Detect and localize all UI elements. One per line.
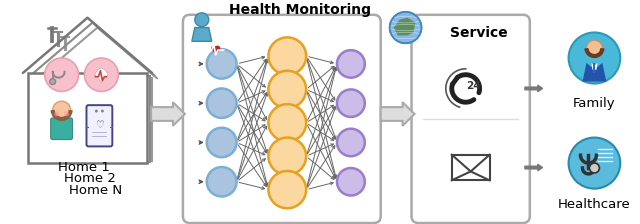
FancyBboxPatch shape (412, 15, 530, 223)
FancyArrow shape (525, 85, 543, 92)
FancyBboxPatch shape (86, 105, 113, 146)
Text: Service: Service (450, 26, 508, 40)
Text: Home 1: Home 1 (58, 161, 109, 174)
Polygon shape (394, 18, 415, 35)
Polygon shape (192, 28, 212, 41)
Polygon shape (591, 63, 597, 70)
Polygon shape (212, 46, 220, 53)
Circle shape (207, 128, 237, 157)
Circle shape (568, 138, 620, 189)
Text: Home 2: Home 2 (63, 172, 115, 185)
Circle shape (337, 129, 365, 156)
Circle shape (586, 40, 602, 56)
Circle shape (337, 50, 365, 78)
Circle shape (268, 104, 306, 142)
Text: ♡: ♡ (95, 120, 104, 130)
Circle shape (390, 12, 422, 43)
Text: Family: Family (573, 97, 616, 110)
Bar (28, 73, 147, 163)
Circle shape (64, 112, 69, 116)
Text: 24: 24 (467, 82, 481, 91)
Circle shape (568, 32, 620, 84)
Text: Health Monitoring: Health Monitoring (228, 3, 371, 17)
Polygon shape (582, 63, 606, 82)
Circle shape (337, 168, 365, 196)
Circle shape (101, 110, 104, 112)
FancyBboxPatch shape (183, 15, 381, 223)
Bar (35, 76, 150, 162)
FancyArrow shape (151, 102, 185, 126)
Circle shape (268, 138, 306, 175)
Text: Home N: Home N (69, 184, 122, 197)
Polygon shape (95, 68, 108, 83)
Circle shape (207, 49, 237, 79)
Circle shape (195, 13, 209, 27)
Circle shape (337, 89, 365, 117)
Circle shape (45, 58, 79, 91)
Text: Healthcare: Healthcare (558, 198, 631, 211)
Circle shape (268, 37, 306, 75)
Circle shape (50, 79, 56, 84)
Circle shape (268, 171, 306, 208)
Circle shape (54, 112, 59, 116)
FancyArrow shape (525, 164, 543, 171)
Circle shape (268, 71, 306, 108)
Bar (452, 155, 490, 180)
Circle shape (52, 101, 70, 119)
FancyBboxPatch shape (51, 118, 72, 140)
Circle shape (84, 58, 118, 91)
Circle shape (207, 88, 237, 118)
Bar (43, 78, 152, 161)
Circle shape (589, 163, 600, 173)
FancyArrow shape (381, 102, 415, 126)
Circle shape (207, 167, 237, 196)
Circle shape (95, 110, 98, 112)
